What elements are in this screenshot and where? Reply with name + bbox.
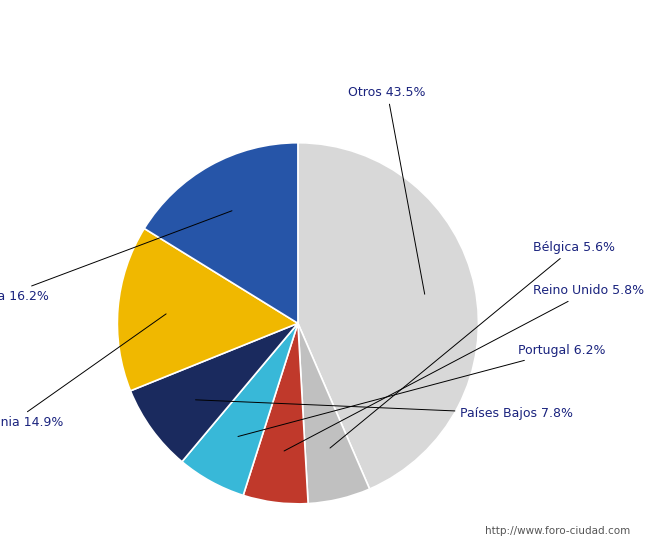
Wedge shape bbox=[182, 323, 298, 496]
Text: Otros 43.5%: Otros 43.5% bbox=[348, 86, 426, 294]
Text: Países Bajos 7.8%: Países Bajos 7.8% bbox=[196, 400, 573, 420]
Text: Bélgica 5.6%: Bélgica 5.6% bbox=[330, 241, 615, 448]
Text: Langreo - Turistas extranjeros según país - Julio de 2024: Langreo - Turistas extranjeros según paí… bbox=[110, 21, 540, 37]
Text: Portugal 6.2%: Portugal 6.2% bbox=[238, 344, 606, 437]
Text: http://www.foro-ciudad.com: http://www.foro-ciudad.com bbox=[486, 526, 630, 536]
Text: Reino Unido 5.8%: Reino Unido 5.8% bbox=[284, 284, 644, 451]
Text: Francia 16.2%: Francia 16.2% bbox=[0, 211, 232, 302]
Wedge shape bbox=[144, 143, 298, 323]
Wedge shape bbox=[118, 228, 298, 391]
Wedge shape bbox=[298, 323, 370, 504]
Wedge shape bbox=[131, 323, 298, 461]
Wedge shape bbox=[243, 323, 308, 504]
Text: Alemania 14.9%: Alemania 14.9% bbox=[0, 314, 166, 429]
Wedge shape bbox=[298, 143, 478, 489]
